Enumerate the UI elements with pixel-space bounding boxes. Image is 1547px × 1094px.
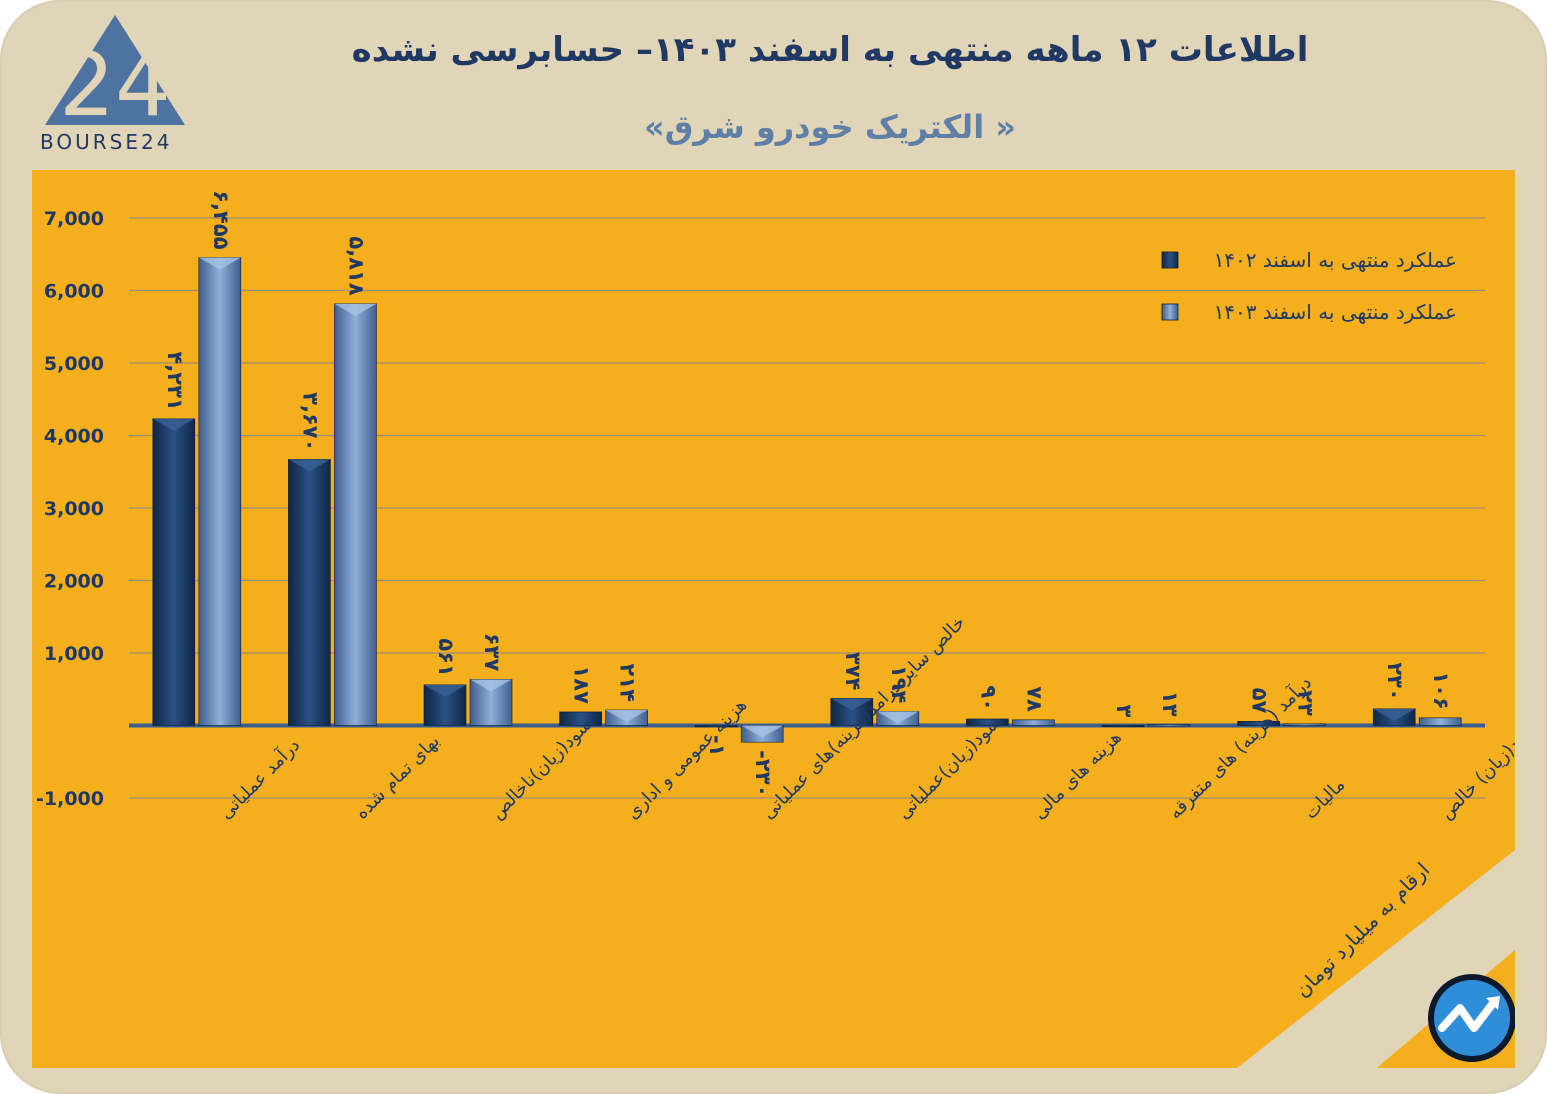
y-tick-label: 2,000 bbox=[44, 571, 104, 593]
x-category-label: مالیات bbox=[1300, 774, 1349, 823]
bar-value-label: ۶,۴۵۵ bbox=[209, 190, 233, 249]
bar-bevel bbox=[288, 459, 331, 472]
bar-1402 bbox=[966, 718, 1009, 726]
bar-value-label: ۵,۸۱۸ bbox=[344, 236, 368, 295]
y-tick-label: -1,000 bbox=[36, 788, 104, 810]
bar-value-label: ۱۳ bbox=[1158, 691, 1182, 717]
bar-1403 bbox=[1418, 717, 1462, 726]
y-tick-label: 4,000 bbox=[44, 426, 104, 448]
bar-value-label: ۵۶۱ bbox=[434, 638, 458, 676]
bar-bevel bbox=[470, 679, 512, 692]
page-title: اطلاعات ۱۲ ماهه منتهی به اسفند ۱۴۰۳– حسا… bbox=[351, 30, 1309, 70]
bar-value-label: ۱۰۶ bbox=[1429, 671, 1453, 709]
bar-value-label: ۲۱۴ bbox=[616, 664, 640, 703]
x-category-label: درآمد (هزینه) های متفرقه bbox=[1163, 671, 1316, 824]
y-tick-label: 5,000 bbox=[44, 353, 104, 375]
bar-value-label: -۱ bbox=[705, 735, 729, 757]
bar-value-label: ۱۹۴ bbox=[887, 665, 911, 704]
bar-bevel bbox=[1373, 708, 1416, 721]
bar-value-label: ۱۸۷ bbox=[570, 665, 594, 704]
logo-mark: 24 bbox=[59, 33, 171, 136]
bourse24-logo-icon: 24 bbox=[45, 15, 185, 136]
chart-panel: -1,000 1,000 2,000 3,000 4,000 5,000 6,000 7,00… bbox=[32, 170, 1515, 1068]
bar-1403 bbox=[198, 257, 242, 726]
bar-bevel bbox=[334, 303, 377, 316]
legend-label: عملکرد منتهی به اسفند ۱۴۰۳ bbox=[1214, 300, 1457, 324]
bar-1403 bbox=[1283, 723, 1326, 726]
bar-1402 bbox=[694, 725, 738, 728]
bar-bevel bbox=[876, 711, 919, 724]
bar-value-label: ۵۷ bbox=[1248, 688, 1272, 714]
y-tick-label: 3,000 bbox=[44, 498, 104, 520]
x-category-label: بهای تمام شده bbox=[351, 731, 444, 824]
bar-bevel bbox=[605, 709, 648, 722]
x-category-label: سود(زیان) خالص bbox=[1436, 718, 1515, 824]
logo-text: BOURSE24 bbox=[40, 130, 173, 154]
legend-label: عملکرد منتهی به اسفند ۱۴۰۲ bbox=[1214, 248, 1457, 272]
bar-chart: -1,000 1,000 2,000 3,000 4,000 5,000 6,000 7,00… bbox=[36, 190, 1515, 1068]
bar-value-label: -۲۳۰ bbox=[751, 750, 775, 797]
bar-1402 bbox=[1237, 721, 1280, 726]
bar-value-label: ۲۳ bbox=[1294, 690, 1318, 716]
bar-1402 bbox=[152, 418, 196, 726]
bar-bevel bbox=[198, 257, 241, 270]
bar-1403 bbox=[334, 303, 377, 726]
bar-value-label: ۴,۲۳۱ bbox=[163, 352, 187, 411]
bar-bevel bbox=[424, 684, 466, 697]
y-tick-label: 7,000 bbox=[44, 208, 104, 230]
bar-value-label: ۳,۶۷۰ bbox=[298, 392, 322, 451]
bar-value-label: ۳۷۴ bbox=[841, 652, 865, 691]
y-tick-label: 1,000 bbox=[44, 643, 104, 665]
x-category-label: سود(زیان)عملیاتی bbox=[893, 712, 1005, 824]
y-tick-label: 6,000 bbox=[44, 281, 104, 303]
bar-value-label: ۲۳۰ bbox=[1383, 662, 1407, 700]
bar-bevel bbox=[830, 698, 873, 711]
bar-bevel bbox=[741, 725, 784, 738]
x-category-label: درآمد عملیاتی bbox=[214, 733, 304, 823]
page-subtitle: « الکتریک خودرو شرق» bbox=[644, 108, 1016, 146]
legend-swatch-1402 bbox=[1161, 251, 1179, 269]
bar-1403 bbox=[1147, 724, 1191, 727]
bar-value-label: ۹۰ bbox=[976, 685, 1000, 711]
bar-value-label: ۷۸ bbox=[1022, 686, 1046, 712]
bar-value-label: ۶۳۷ bbox=[480, 633, 504, 672]
bar-1402 bbox=[1101, 724, 1145, 728]
bar-bevel bbox=[152, 418, 195, 431]
bar-1403 bbox=[1012, 719, 1055, 726]
legend-swatch-1403 bbox=[1161, 303, 1179, 321]
x-category-label: هزینه های مالی bbox=[1029, 727, 1126, 824]
bar-1402 bbox=[559, 711, 602, 726]
brand-circle-icon bbox=[1428, 974, 1515, 1062]
bar-value-label: ۳ bbox=[1112, 704, 1136, 717]
bar-1402 bbox=[288, 459, 331, 726]
x-category-label: سود(زیان)ناخالص bbox=[487, 714, 596, 823]
